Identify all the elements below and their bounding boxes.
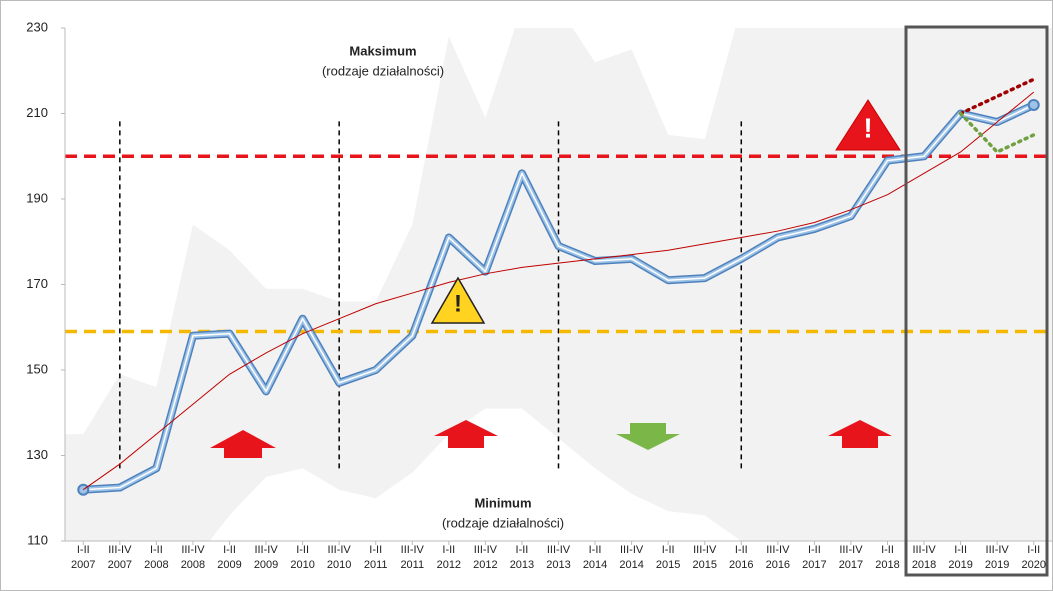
x-tick-label: 2011 — [364, 559, 388, 571]
x-tick-label: 2017 — [802, 559, 826, 571]
decorations: ! ! — [210, 25, 1049, 577]
x-tick-label: I-II — [735, 544, 748, 556]
x-tick-label: III-IV — [328, 544, 352, 556]
x-tick-label: 2007 — [108, 559, 132, 571]
x-tick-label: I-II — [881, 544, 894, 556]
annotation: Minimum — [474, 495, 531, 510]
x-tick-label: 2009 — [254, 559, 278, 571]
x-tick-label: 2016 — [766, 559, 790, 571]
x-tick-label: III-IV — [474, 544, 498, 556]
x-tick-label: 2015 — [692, 559, 716, 571]
x-tick-label: 2018 — [912, 559, 936, 571]
x-tick-label: III-IV — [766, 544, 790, 556]
warning-mark: ! — [454, 290, 462, 317]
x-tick-label: 2013 — [546, 559, 570, 571]
warning-icon — [430, 276, 486, 324]
x-tick-label: 2019 — [985, 559, 1009, 571]
alert-icon — [835, 99, 901, 151]
x-tick-label: I-II — [77, 544, 90, 556]
x-tick-label: 2013 — [510, 559, 534, 571]
x-tick-label: 2010 — [290, 559, 314, 571]
x-tick-label: 2011 — [400, 559, 424, 571]
alert-mark: ! — [863, 112, 872, 143]
forecast-line — [958, 77, 1036, 116]
x-tick-label: I-II — [589, 544, 602, 556]
x-tick-label: I-II — [1027, 544, 1040, 556]
envelope-max — [65, 28, 736, 435]
y-tick-label: 170 — [26, 276, 48, 291]
x-tick-label: I-II — [223, 544, 236, 556]
x-tick-label: III-IV — [401, 544, 425, 556]
x-tick-label: 2018 — [875, 559, 899, 571]
forecast-line — [958, 111, 1036, 155]
x-tick-label: I-II — [296, 544, 309, 556]
x-tick-label: 2010 — [327, 559, 351, 571]
down-arrow — [616, 423, 680, 450]
x-tick-label: 2015 — [656, 559, 680, 571]
x-tick-label: III-IV — [912, 544, 936, 556]
up-arrow — [828, 420, 892, 448]
x-tick-label: 2012 — [473, 559, 497, 571]
x-tick-label: III-IV — [986, 544, 1010, 556]
x-tick-label: 2008 — [144, 559, 168, 571]
x-tick-label: 2012 — [437, 559, 461, 571]
up-arrow — [210, 430, 276, 458]
x-tick-label: III-IV — [108, 544, 132, 556]
y-tick-label: 150 — [26, 361, 48, 376]
x-tick-label: 2008 — [181, 559, 205, 571]
x-tick-label: III-IV — [620, 544, 644, 556]
annotation: (rodzaje działalności) — [322, 63, 444, 78]
x-tick-label: I-II — [369, 544, 382, 556]
x-tick-label: I-II — [662, 544, 675, 556]
annotation: Maksimum — [349, 43, 416, 58]
x-tick-label: 2009 — [217, 559, 241, 571]
trend-line — [82, 91, 1035, 491]
annotation: (rodzaje działalności) — [442, 515, 564, 530]
envelope-min — [209, 408, 742, 541]
x-tick-label: 2007 — [71, 559, 95, 571]
x-tick-label: 2016 — [729, 559, 753, 571]
y-tick-label: 230 — [26, 19, 48, 34]
y-tick-label: 190 — [26, 190, 48, 205]
end-marker — [1027, 98, 1040, 111]
x-tick-label: 2017 — [839, 559, 863, 571]
x-tick-label: I-II — [808, 544, 821, 556]
x-tick-label: III-IV — [254, 544, 278, 556]
x-tick-label: I-II — [150, 544, 163, 556]
x-tick-label: 2020 — [1021, 559, 1045, 571]
y-tick-label: 210 — [26, 105, 48, 120]
x-tick-label: III-IV — [693, 544, 717, 556]
x-tick-label: III-IV — [547, 544, 571, 556]
x-tick-label: 2014 — [583, 559, 607, 571]
x-tick-label: 2014 — [619, 559, 643, 571]
x-tick-label: I-II — [954, 544, 967, 556]
y-tick-label: 130 — [26, 447, 48, 462]
y-tick-label: 110 — [27, 532, 48, 547]
up-arrow — [434, 420, 498, 448]
highlight-box — [904, 25, 1049, 577]
x-tick-label: 2019 — [948, 559, 972, 571]
x-tick-label: I-II — [516, 544, 529, 556]
line-core — [83, 104, 1035, 491]
x-tick-label: III-IV — [181, 544, 205, 556]
x-tick-label: III-IV — [839, 544, 863, 556]
x-tick-label: I-II — [442, 544, 455, 556]
